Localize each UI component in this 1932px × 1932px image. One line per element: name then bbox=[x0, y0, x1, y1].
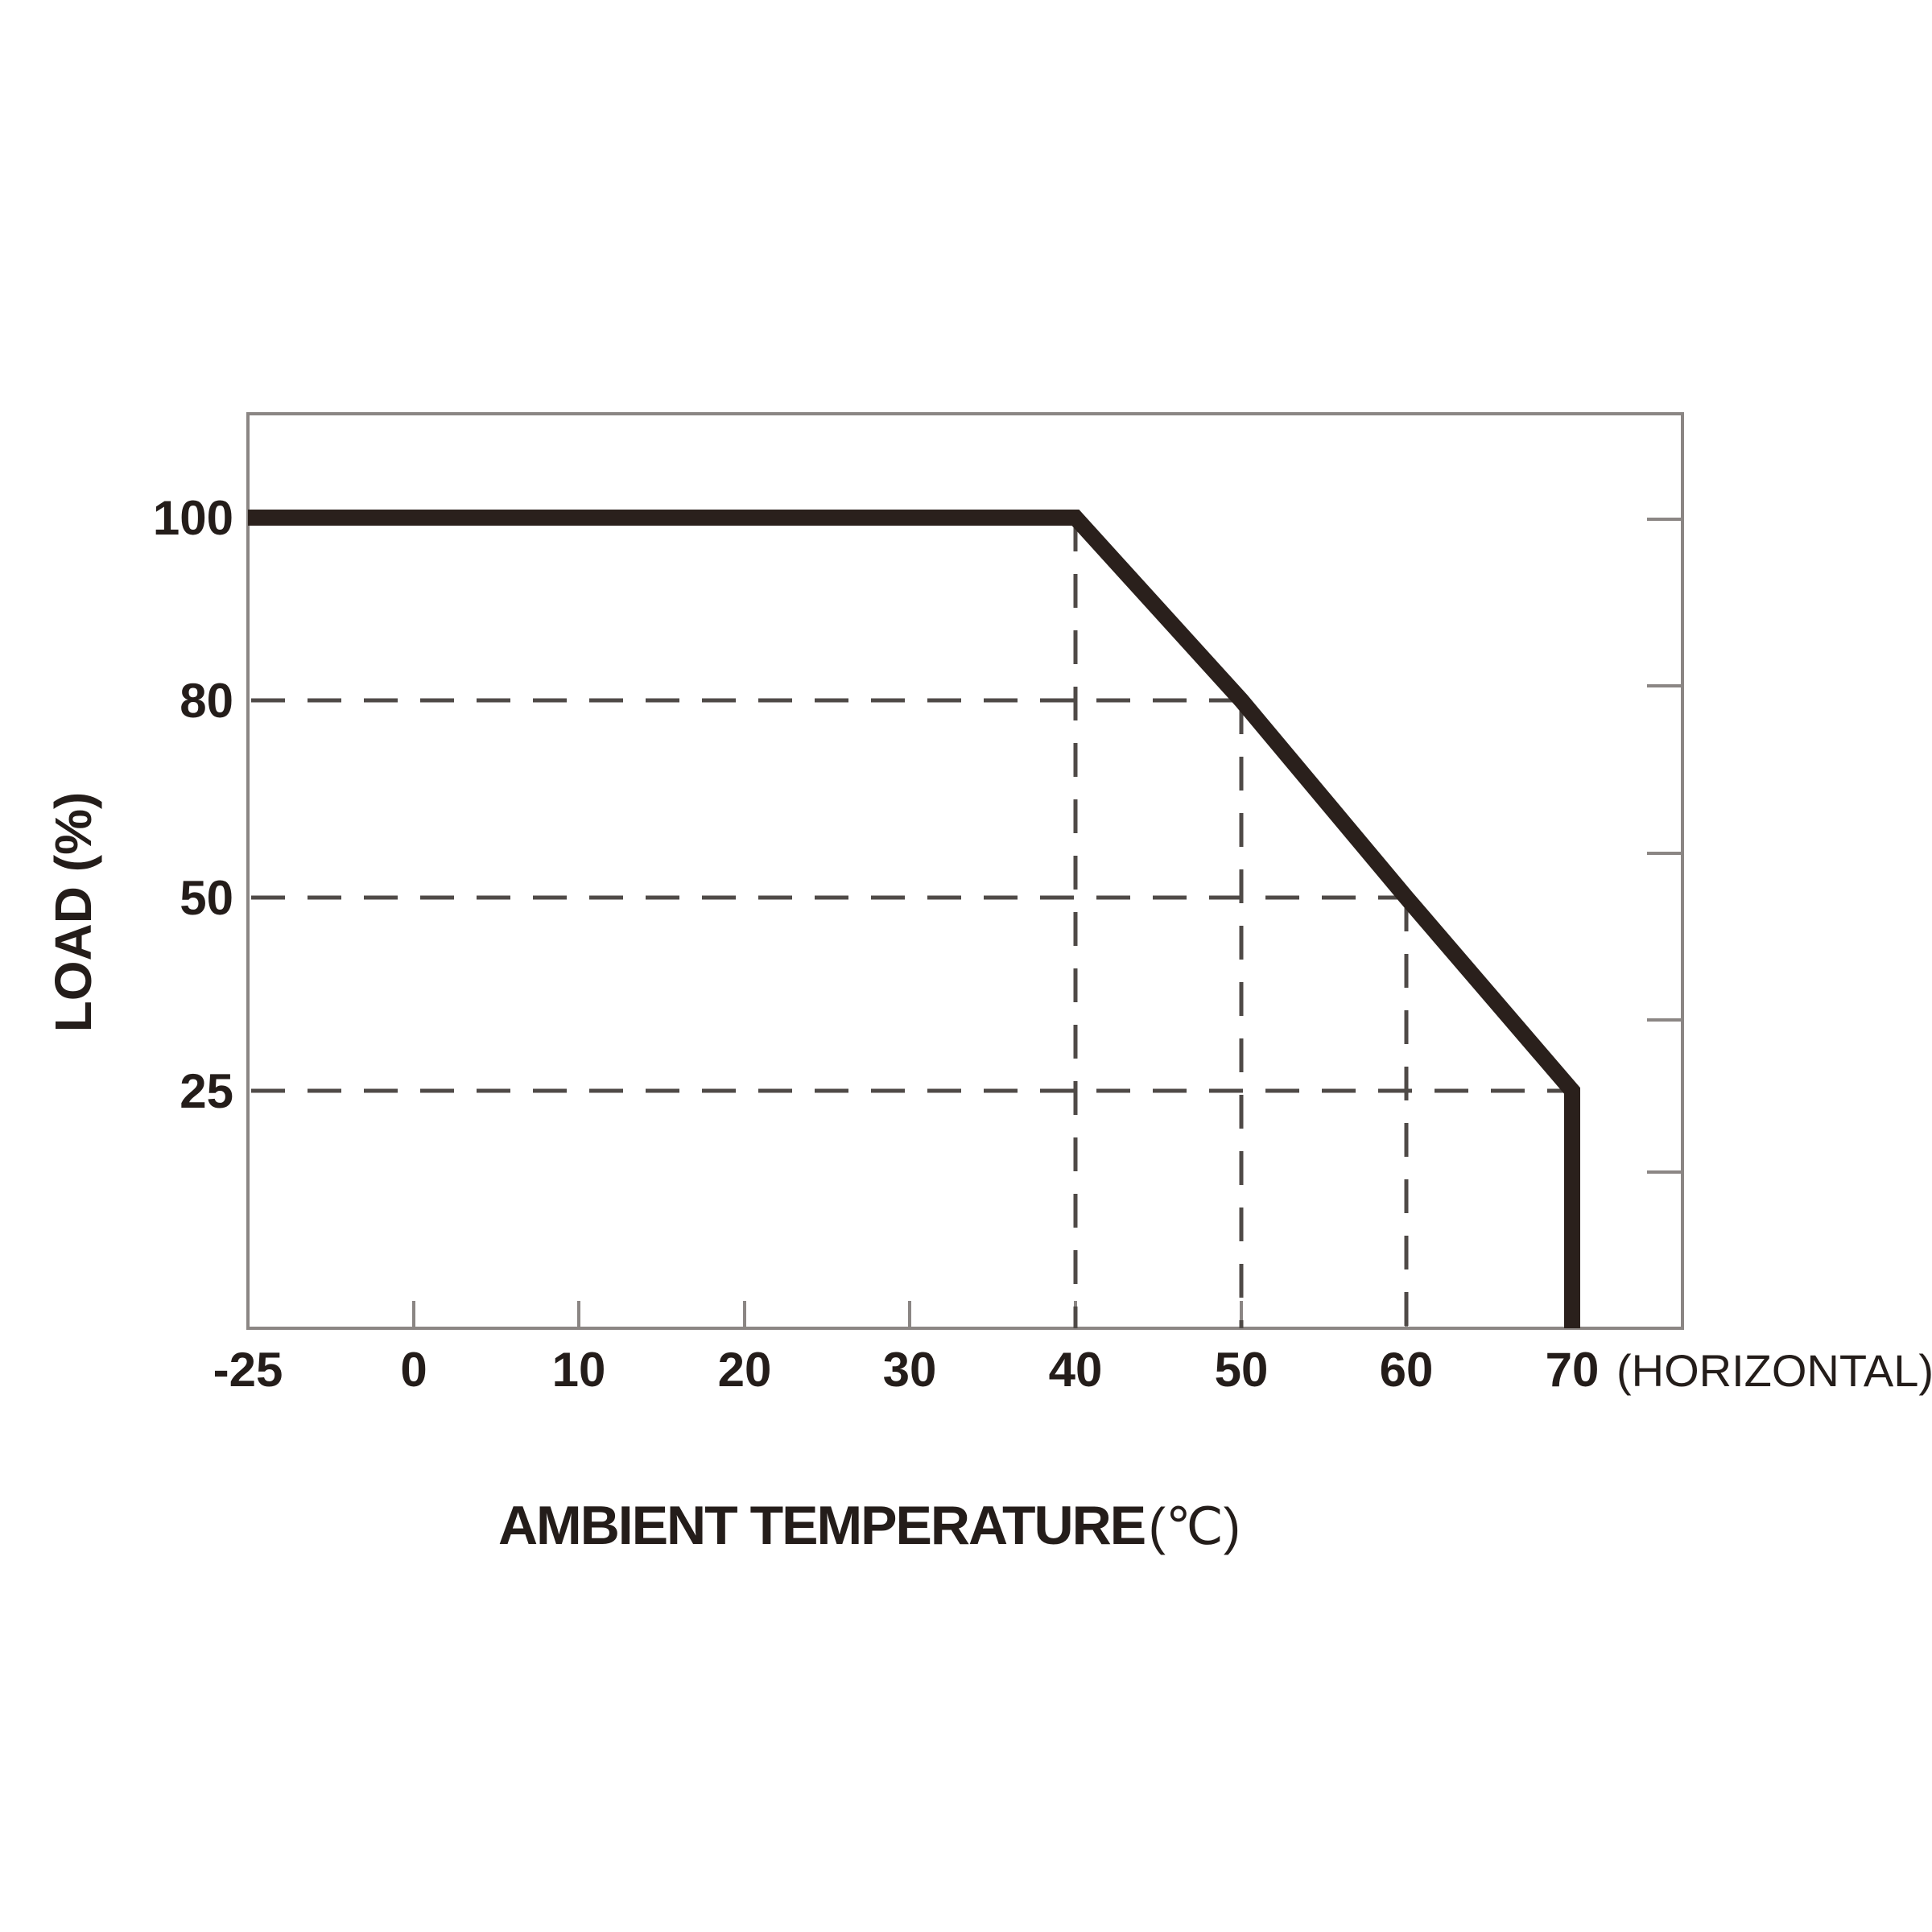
x-axis-title-unit: (℃) bbox=[1149, 1497, 1241, 1555]
x-tick-label: 70 bbox=[1546, 1343, 1600, 1397]
chart-tick-labels: -25 0 10 20 30 40 50 60 70 100 80 50 25 bbox=[153, 491, 1599, 1397]
y-tick-label: 80 bbox=[180, 674, 233, 728]
x-tick-label: -25 bbox=[213, 1343, 283, 1397]
x-tick-label: 50 bbox=[1215, 1343, 1269, 1397]
y-tick-label: 100 bbox=[153, 491, 233, 545]
x-axis-title: AMBIENT TEMPERATURE (℃) bbox=[498, 1495, 1241, 1556]
plot-frame bbox=[246, 412, 1684, 1330]
y-tick-label: 25 bbox=[180, 1064, 233, 1118]
x-tick-label: 20 bbox=[718, 1343, 772, 1397]
x-tick-label: 10 bbox=[552, 1343, 606, 1397]
x-tick-label: 40 bbox=[1049, 1343, 1103, 1397]
x-axis-title-text: AMBIENT TEMPERATURE bbox=[498, 1495, 1145, 1556]
load-derating-curve bbox=[248, 510, 1580, 1328]
x-axis-note: (HORIZONTAL) bbox=[1616, 1345, 1932, 1396]
y-tick-label: 50 bbox=[180, 871, 233, 925]
y-axis-title: LOAD (%) bbox=[44, 792, 102, 1033]
x-tick-label: 60 bbox=[1380, 1343, 1434, 1397]
x-tick-label: 30 bbox=[883, 1343, 937, 1397]
x-tick-label: 0 bbox=[400, 1343, 427, 1397]
chart-shapes bbox=[246, 412, 1684, 1330]
